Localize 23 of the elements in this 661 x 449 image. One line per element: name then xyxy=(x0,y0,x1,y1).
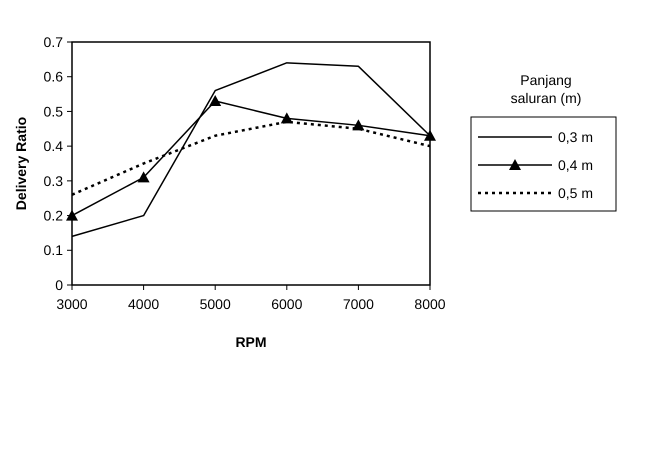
legend-title: Panjang saluran (m) xyxy=(510,72,582,106)
y-tick-label: 0.5 xyxy=(44,103,64,120)
text: 0,5 m xyxy=(558,184,594,201)
y-tick-label: 0.3 xyxy=(44,172,64,189)
x-tick-label: 6000 xyxy=(271,296,303,312)
point xyxy=(66,210,78,221)
text: 0,3 m xyxy=(558,128,594,145)
text: 0,4 m xyxy=(558,156,594,173)
x-tick-label: 5000 xyxy=(200,296,231,312)
y-axis-title: Delivery Ratio xyxy=(13,116,29,210)
y-tick-label: 0.2 xyxy=(44,207,64,224)
y-tick-label: 0.1 xyxy=(44,242,64,258)
y-tick-label: 0.6 xyxy=(44,68,64,85)
x-tick-label: 8000 xyxy=(414,296,446,312)
y-tick-label: 0.4 xyxy=(44,138,64,154)
x-tick-label: 4000 xyxy=(128,296,160,312)
x-tick-label: 3000 xyxy=(56,296,88,312)
x-axis-title: RPM xyxy=(235,334,267,350)
y-tick-label: 0.7 xyxy=(44,34,64,50)
point xyxy=(138,171,150,182)
x-tick-label: 7000 xyxy=(342,296,374,312)
point xyxy=(209,95,222,106)
y-tick-label: 0 xyxy=(55,276,64,293)
